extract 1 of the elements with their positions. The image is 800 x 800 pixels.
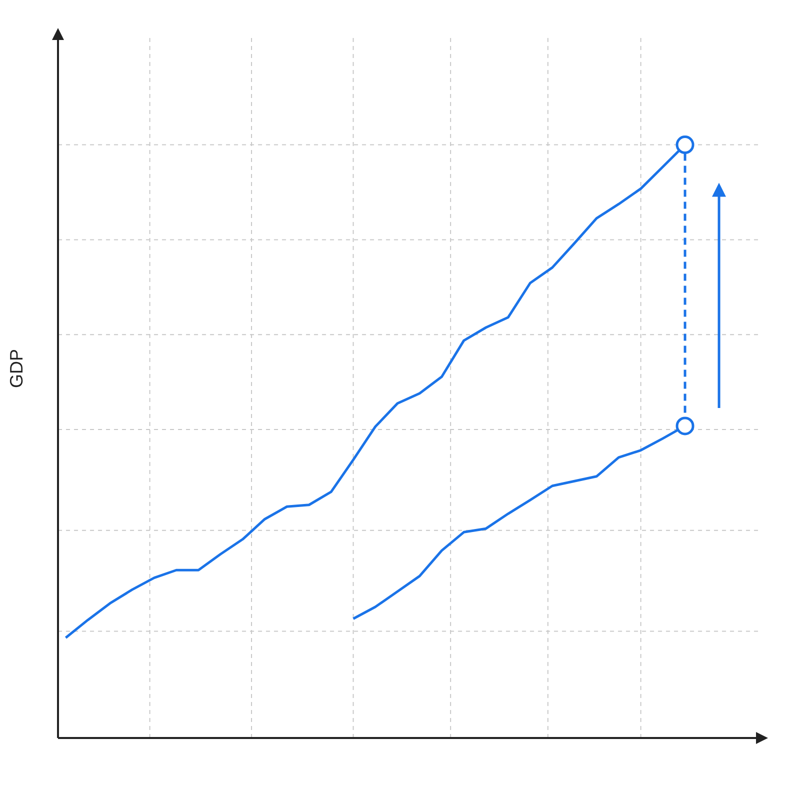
y-axis-title: GDP [6,348,26,388]
